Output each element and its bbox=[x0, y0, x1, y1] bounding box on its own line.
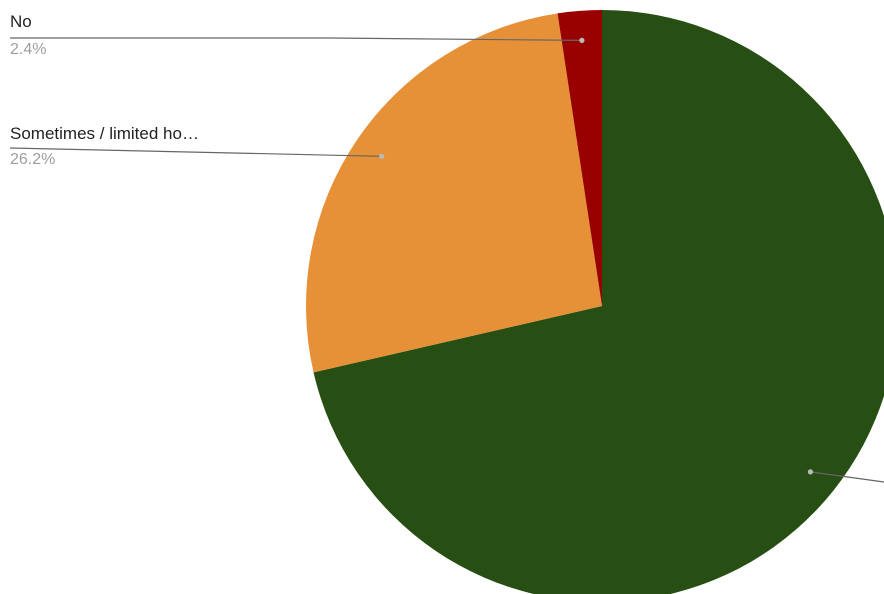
slice-label-1: Sometimes / limited ho… bbox=[10, 124, 199, 143]
slice-percent-1: 26.2% bbox=[10, 151, 55, 168]
pie-slice-1[interactable] bbox=[306, 13, 602, 373]
pie-slice-0[interactable] bbox=[313, 10, 884, 594]
leader-line-2 bbox=[10, 37, 582, 41]
leader-line-1 bbox=[9, 147, 382, 157]
pie-slice-2[interactable] bbox=[557, 10, 602, 306]
pie-slices bbox=[306, 10, 884, 594]
leader-line-0 bbox=[810, 471, 884, 483]
slice-percent-2: 2.4% bbox=[10, 41, 46, 58]
pie-labels: Sometimes / limited ho… 26.2% No 2.4% bbox=[9, 12, 884, 483]
leader-dot-1 bbox=[379, 153, 385, 159]
leader-dot-0 bbox=[807, 469, 814, 475]
leader-dot-2 bbox=[579, 37, 585, 44]
slice-label-2: No bbox=[10, 12, 32, 31]
